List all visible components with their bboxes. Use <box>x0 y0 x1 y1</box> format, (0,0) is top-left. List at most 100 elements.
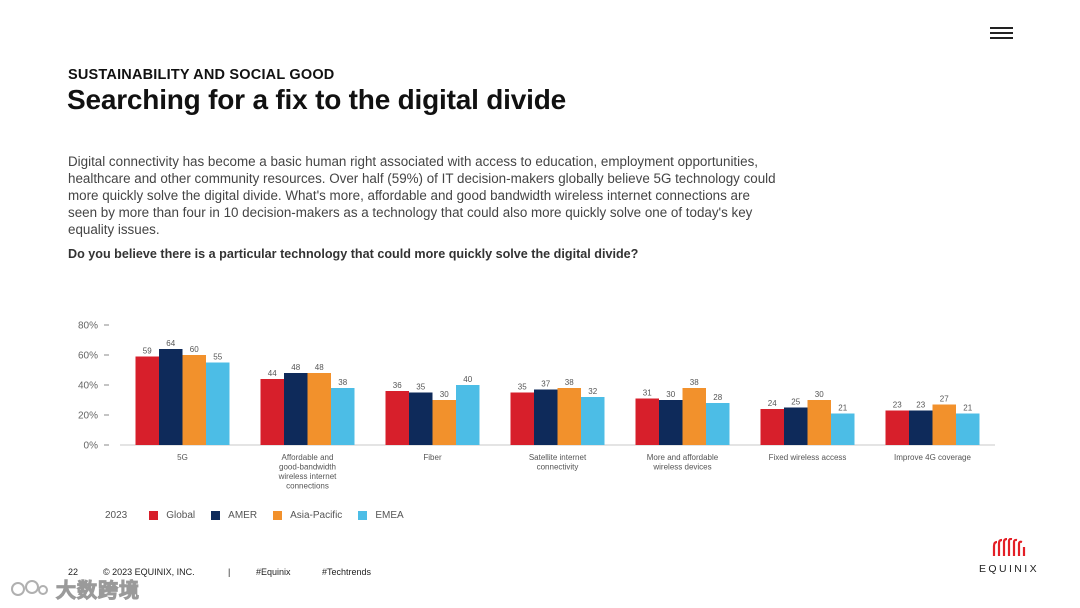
watermark: 大数跨境 <box>10 574 140 603</box>
bar-emea <box>331 388 355 445</box>
legend-label: Global <box>166 510 196 521</box>
bar-emea <box>206 362 230 445</box>
data-label: 48 <box>291 363 300 372</box>
data-label: 23 <box>893 401 902 410</box>
bar-global <box>135 356 159 445</box>
section-label: SUSTAINABILITY AND SOCIAL GOOD <box>68 67 335 83</box>
data-label: 28 <box>713 393 722 402</box>
data-label: 64 <box>166 339 175 348</box>
bar-global <box>760 409 784 445</box>
data-label: 44 <box>268 369 277 378</box>
data-label: 30 <box>666 390 675 399</box>
survey-question: Do you believe there is a particular tec… <box>68 247 639 261</box>
legend-item-asia-pacific: Asia-Pacific <box>273 510 342 521</box>
data-label: 48 <box>315 363 324 372</box>
x-tick-label: connectivity <box>537 463 579 472</box>
bar-global <box>510 392 534 445</box>
chart-legend: 2023 Global AMER Asia-Pacific EMEA <box>105 510 420 521</box>
data-label: 35 <box>416 383 425 392</box>
data-label: 38 <box>690 378 699 387</box>
copyright: © 2023 EQUINIX, INC. <box>103 567 195 577</box>
legend-label: Asia-Pacific <box>290 510 343 521</box>
legend-item-emea: EMEA <box>358 510 404 521</box>
x-tick-label: Fiber <box>423 453 442 462</box>
x-tick-label: Affordable and <box>282 453 334 462</box>
bar-emea <box>581 397 605 445</box>
bar-amer <box>909 410 933 445</box>
bar-asia-pacific <box>932 404 956 445</box>
bar-asia-pacific <box>682 388 706 445</box>
bar-emea <box>456 385 480 445</box>
data-label: 38 <box>338 378 347 387</box>
bar-asia-pacific <box>182 355 206 445</box>
data-label: 30 <box>815 390 824 399</box>
bar-amer <box>284 373 308 445</box>
equinix-logo-icon <box>992 538 1026 556</box>
legend-label: EMEA <box>375 510 404 521</box>
x-tick-label: Improve 4G coverage <box>894 453 971 462</box>
bar-amer <box>409 392 433 445</box>
data-label: 40 <box>463 375 472 384</box>
footer: 22 © 2023 EQUINIX, INC. | #Equinix #Tech… <box>68 567 371 577</box>
data-label: 24 <box>768 399 777 408</box>
bar-global <box>635 398 659 445</box>
data-label: 31 <box>643 389 652 398</box>
x-tick-label: wireless devices <box>652 463 711 472</box>
data-label: 23 <box>916 401 925 410</box>
bar-emea <box>956 413 980 445</box>
x-tick-label: Satellite internet <box>529 453 587 462</box>
page-number: 22 <box>68 567 79 577</box>
equinix-wordmark: EQUINIX <box>979 563 1039 575</box>
legend-item-global: Global <box>149 510 195 521</box>
bar-chart: 80% 60% 40% 20% 0% 59 64 60 55 5G 44 48 48 38 Affordab… <box>78 321 995 491</box>
watermark-logo-icon <box>11 579 48 596</box>
data-label: 30 <box>440 390 449 399</box>
watermark-text: 大数跨境 <box>56 580 140 603</box>
y-tick-label: 60% <box>78 351 98 362</box>
y-tick-label: 40% <box>78 381 98 392</box>
data-label: 60 <box>190 345 199 354</box>
x-tick-label: connections <box>286 482 329 491</box>
data-label: 25 <box>791 398 800 407</box>
hashtag-techtrends: #Techtrends <box>322 567 372 577</box>
bar-global <box>885 410 909 445</box>
y-tick-label: 20% <box>78 411 98 422</box>
data-label: 37 <box>541 380 550 389</box>
page-title: Searching for a fix to the digital divid… <box>67 84 566 115</box>
x-tick-label: More and affordable <box>647 453 719 462</box>
data-label: 55 <box>213 353 222 362</box>
bar-asia-pacific <box>432 400 456 445</box>
bar-amer <box>659 400 683 445</box>
y-tick-label: 80% <box>78 321 98 332</box>
legend-swatch <box>149 511 159 520</box>
intro-paragraph: Digital connectivity has become a basic … <box>68 154 776 237</box>
x-tick-label: 5G <box>177 453 188 462</box>
bar-amer <box>534 389 558 445</box>
footer-separator: | <box>228 567 231 577</box>
legend-item-amer: AMER <box>211 510 257 521</box>
y-tick-label: 0% <box>84 441 99 452</box>
data-label: 27 <box>940 395 949 404</box>
data-label: 35 <box>518 383 527 392</box>
bar-asia-pacific <box>557 388 581 445</box>
bar-emea <box>831 413 855 445</box>
x-tick-label: good-bandwidth <box>279 463 336 472</box>
legend-label: AMER <box>228 510 258 521</box>
data-label: 59 <box>143 347 152 356</box>
bar-asia-pacific <box>307 373 331 445</box>
legend-year: 2023 <box>105 510 128 521</box>
hamburger-menu-icon[interactable] <box>990 27 1013 41</box>
bar-amer <box>159 349 183 445</box>
bar-global <box>385 391 409 445</box>
legend-swatch <box>273 511 283 520</box>
hashtag-equinix: #Equinix <box>256 567 291 577</box>
x-tick-label: Fixed wireless access <box>769 453 847 462</box>
data-label: 38 <box>565 378 574 387</box>
bar-asia-pacific <box>807 400 831 445</box>
data-label: 21 <box>963 404 972 413</box>
equinix-logo: EQUINIX <box>970 538 1048 575</box>
data-label: 32 <box>588 387 597 396</box>
bar-emea <box>706 403 730 445</box>
bar-global <box>260 379 284 445</box>
legend-swatch <box>211 511 221 520</box>
